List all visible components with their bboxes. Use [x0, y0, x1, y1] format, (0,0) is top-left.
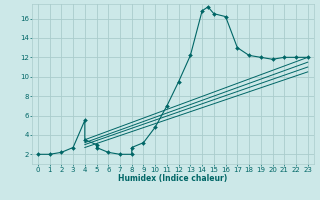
X-axis label: Humidex (Indice chaleur): Humidex (Indice chaleur): [118, 174, 228, 183]
